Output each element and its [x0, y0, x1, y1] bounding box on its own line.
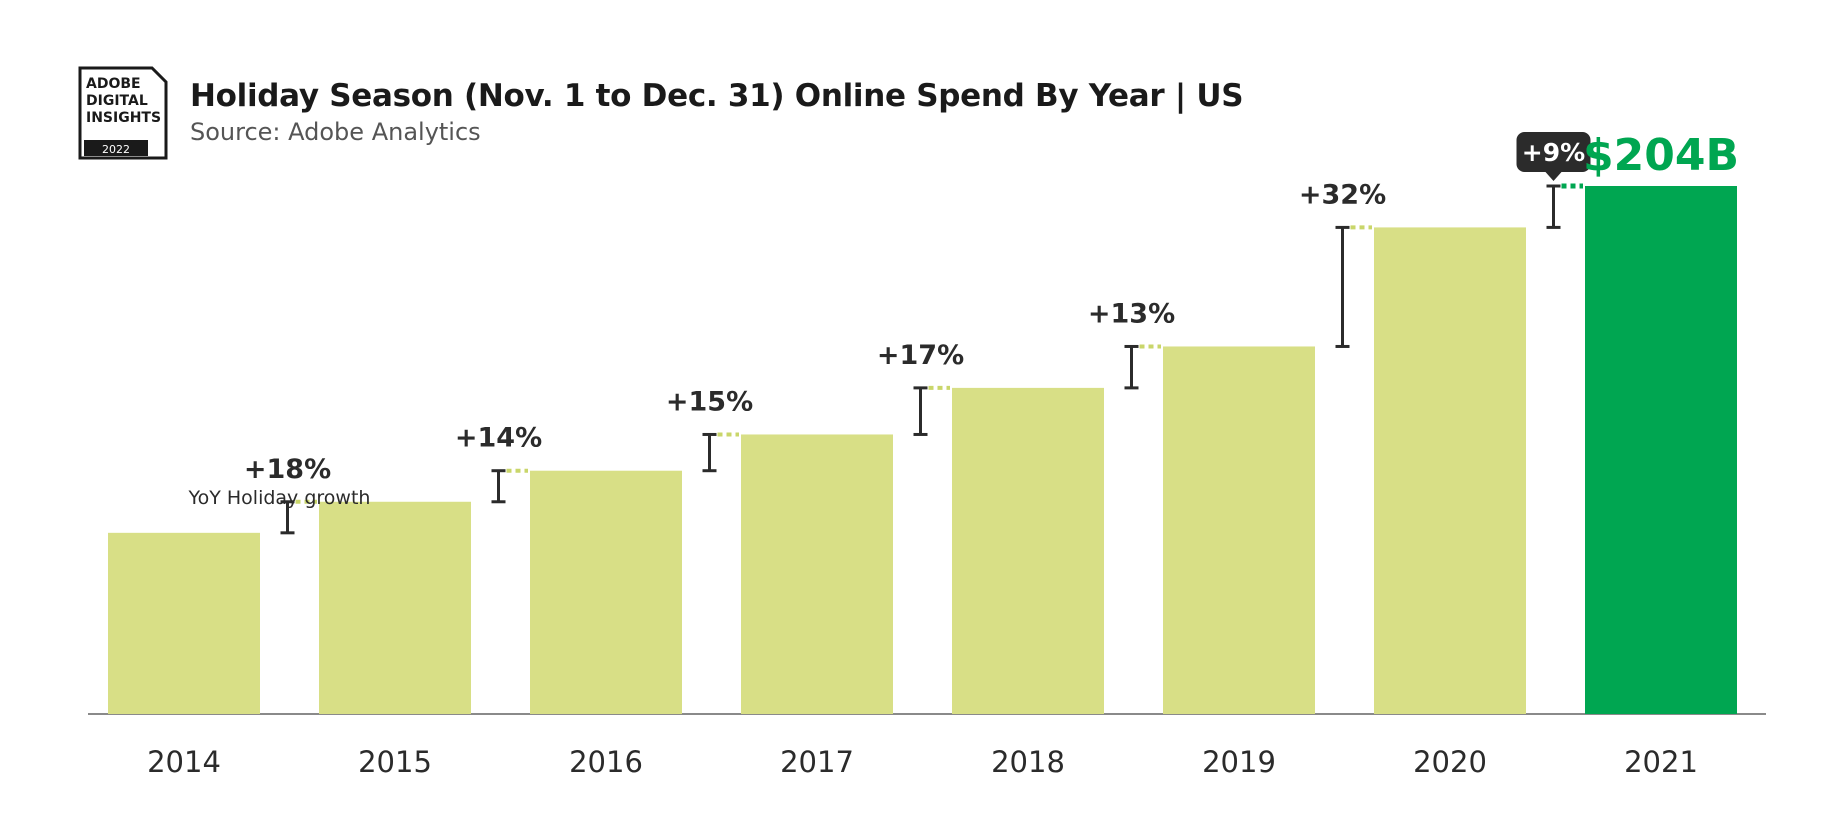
bar-2015 [319, 501, 471, 714]
growth-label-2021: +9% [1522, 138, 1585, 167]
growth-label-2017: +15% [666, 386, 753, 417]
x-tick-label-2019: 2019 [1202, 745, 1276, 779]
chart-header: Holiday Season (Nov. 1 to Dec. 31) Onlin… [190, 78, 1244, 146]
growth-label-2018: +17% [877, 340, 964, 371]
logo-line-2: DIGITAL [86, 93, 148, 109]
growth-note: YoY Holiday growth [188, 487, 371, 509]
growth-label-2019: +13% [1088, 298, 1175, 329]
bar-2016 [530, 470, 682, 714]
growth-badge-2021 [1516, 132, 1591, 172]
x-tick-label-2014: 2014 [147, 745, 221, 779]
x-tick-label-2017: 2017 [780, 745, 854, 779]
x-tick-label-2020: 2020 [1413, 745, 1487, 779]
highlight-value-label: $204B [1583, 130, 1739, 181]
x-tick-label-2015: 2015 [358, 745, 432, 779]
bar-2014 [108, 532, 260, 714]
bar-2021 [1585, 186, 1737, 714]
chart-subtitle: Source: Adobe Analytics [190, 118, 481, 146]
growth-label-2020: +32% [1299, 179, 1386, 210]
bar-2018 [952, 387, 1104, 714]
growth-label-2016: +14% [455, 423, 542, 454]
growth-badge-pointer-2021 [1545, 172, 1562, 181]
logo-line-1: ADOBE [86, 76, 141, 92]
x-tick-label-2018: 2018 [991, 745, 1065, 779]
x-tick-label-2016: 2016 [569, 745, 643, 779]
bar-2019 [1163, 346, 1315, 714]
logo-line-3: INSIGHTS [86, 110, 161, 126]
x-tick-label-2021: 2021 [1624, 745, 1698, 779]
adobe-digital-insights-logo: ADOBE DIGITAL INSIGHTS 2022 [74, 64, 172, 162]
logo-year: 2022 [102, 143, 130, 156]
bar-2020 [1374, 227, 1526, 715]
chart-title: Holiday Season (Nov. 1 to Dec. 31) Onlin… [190, 78, 1244, 114]
growth-label-2015: +18% [244, 454, 331, 485]
bar-2017 [741, 434, 893, 714]
